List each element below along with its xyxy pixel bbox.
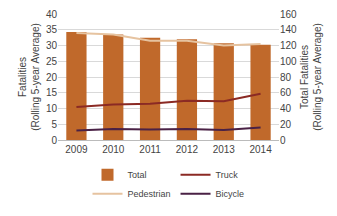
svg-text:Truck: Truck: [216, 170, 239, 180]
svg-text:Fatalities(Rolling 5-year Aver: Fatalities(Rolling 5-year Average): [17, 23, 41, 131]
svg-text:2011: 2011: [139, 144, 161, 155]
svg-text:20: 20: [46, 72, 58, 83]
svg-text:20: 20: [280, 119, 292, 130]
svg-text:10: 10: [46, 103, 58, 114]
svg-text:140: 140: [280, 24, 297, 35]
svg-text:0: 0: [51, 135, 57, 146]
svg-text:120: 120: [280, 40, 297, 51]
svg-text:2012: 2012: [176, 144, 199, 155]
svg-text:25: 25: [46, 56, 58, 67]
svg-text:80: 80: [280, 72, 292, 83]
svg-text:Total: Total: [128, 170, 147, 180]
svg-text:35: 35: [46, 24, 58, 35]
svg-text:40: 40: [280, 103, 292, 114]
svg-text:2009: 2009: [65, 144, 88, 155]
svg-text:2010: 2010: [102, 144, 125, 155]
svg-text:2014: 2014: [249, 144, 272, 155]
svg-text:0: 0: [280, 135, 286, 146]
svg-text:2013: 2013: [213, 144, 236, 155]
svg-text:5: 5: [51, 119, 57, 130]
svg-text:30: 30: [46, 40, 58, 51]
svg-text:Pedestrian: Pedestrian: [128, 189, 171, 199]
svg-text:Bicycle: Bicycle: [216, 189, 245, 199]
svg-text:15: 15: [46, 87, 58, 98]
svg-text:40: 40: [46, 9, 58, 20]
svg-text:100: 100: [280, 56, 297, 67]
svg-text:Total Fatalities(Rolling 5-yea: Total Fatalities(Rolling 5-year Average): [299, 23, 323, 131]
svg-text:60: 60: [280, 87, 292, 98]
svg-text:160: 160: [280, 9, 297, 20]
